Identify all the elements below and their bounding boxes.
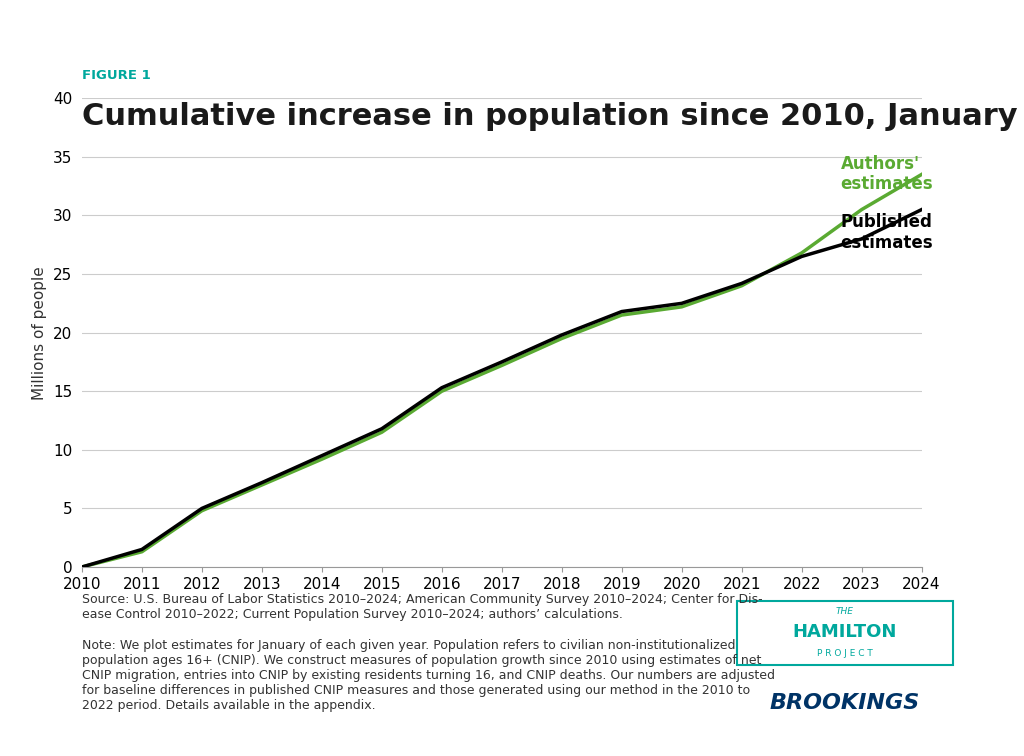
Text: Note: We plot estimates for January of each given year. Population refers to civ: Note: We plot estimates for January of e… (82, 639, 775, 712)
Text: Cumulative increase in population since 2010, January 2010–January 2024: Cumulative increase in population since … (82, 102, 1024, 131)
Text: Authors'
estimates: Authors' estimates (841, 154, 933, 194)
Y-axis label: Millions of people: Millions of people (33, 266, 47, 399)
Text: HAMILTON: HAMILTON (793, 623, 897, 641)
FancyBboxPatch shape (736, 601, 953, 665)
Text: Published
estimates: Published estimates (841, 213, 933, 252)
Text: FIGURE 1: FIGURE 1 (82, 70, 151, 82)
Text: Source: U.S. Bureau of Labor Statistics 2010–2024; American Community Survey 201: Source: U.S. Bureau of Labor Statistics … (82, 593, 763, 621)
Text: THE: THE (836, 607, 854, 616)
Text: P R O J E C T: P R O J E C T (817, 649, 872, 658)
Text: BROOKINGS: BROOKINGS (770, 693, 920, 713)
